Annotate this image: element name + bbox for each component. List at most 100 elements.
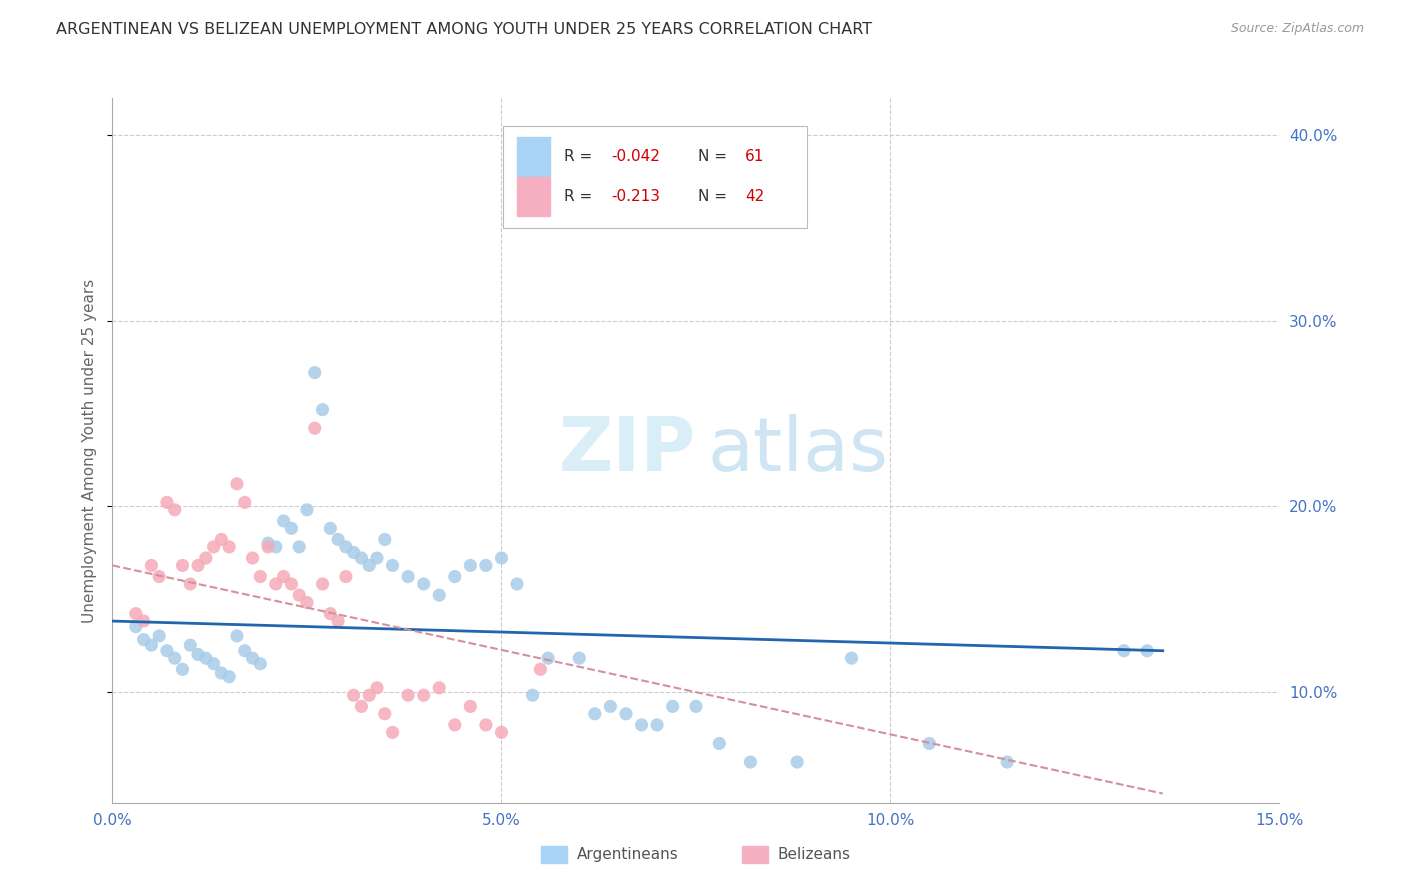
Text: -0.213: -0.213	[610, 189, 659, 204]
Point	[163, 651, 186, 665]
Point	[522, 688, 544, 702]
Point	[412, 577, 434, 591]
Point	[288, 588, 311, 602]
Point	[343, 688, 366, 702]
Point	[209, 533, 232, 547]
Point	[226, 629, 249, 643]
Point	[242, 551, 264, 566]
Point	[132, 632, 155, 647]
Point	[311, 577, 333, 591]
Point	[226, 476, 249, 491]
Point	[187, 558, 209, 573]
Point	[148, 629, 170, 643]
Text: R =: R =	[564, 189, 602, 204]
Point	[443, 718, 465, 732]
Point	[685, 699, 707, 714]
Text: Belizeans: Belizeans	[778, 847, 851, 862]
Point	[709, 736, 731, 750]
Text: N =: N =	[699, 189, 733, 204]
Point	[366, 681, 388, 695]
Point	[506, 577, 529, 591]
Point	[233, 495, 256, 509]
Point	[359, 688, 381, 702]
Point	[335, 540, 357, 554]
Point	[179, 577, 201, 591]
Point	[179, 638, 201, 652]
FancyBboxPatch shape	[517, 177, 550, 216]
Point	[491, 725, 513, 739]
Point	[288, 540, 311, 554]
Y-axis label: Unemployment Among Youth under 25 years: Unemployment Among Youth under 25 years	[82, 278, 97, 623]
Text: Source: ZipAtlas.com: Source: ZipAtlas.com	[1230, 22, 1364, 36]
Point	[163, 503, 186, 517]
Point	[295, 503, 318, 517]
Point	[295, 595, 318, 609]
Point	[132, 614, 155, 628]
Point	[264, 540, 287, 554]
FancyBboxPatch shape	[503, 127, 807, 228]
Point	[218, 670, 240, 684]
Point	[172, 558, 194, 573]
Point	[475, 718, 498, 732]
Point	[374, 533, 396, 547]
Point	[374, 706, 396, 721]
Point	[249, 657, 271, 671]
Point	[599, 699, 621, 714]
Point	[427, 681, 450, 695]
Point	[257, 536, 280, 550]
Text: 42: 42	[745, 189, 765, 204]
Text: -0.042: -0.042	[610, 149, 659, 164]
Point	[148, 569, 170, 583]
Point	[583, 706, 606, 721]
Point	[396, 569, 419, 583]
Point	[740, 755, 762, 769]
Point	[194, 551, 217, 566]
Text: R =: R =	[564, 149, 598, 164]
Point	[366, 551, 388, 566]
Point	[311, 402, 333, 417]
Point	[209, 665, 232, 680]
Point	[786, 755, 808, 769]
Point	[218, 540, 240, 554]
Point	[841, 651, 863, 665]
Point	[995, 755, 1018, 769]
Point	[125, 607, 148, 621]
Point	[280, 521, 302, 535]
Point	[918, 736, 941, 750]
Point	[614, 706, 637, 721]
Point	[273, 569, 295, 583]
Point	[630, 718, 652, 732]
Text: N =: N =	[699, 149, 733, 164]
Point	[304, 421, 326, 435]
Point	[249, 569, 271, 583]
Point	[172, 662, 194, 676]
Point	[319, 521, 342, 535]
Point	[460, 558, 482, 573]
Point	[475, 558, 498, 573]
Point	[537, 651, 560, 665]
FancyBboxPatch shape	[517, 136, 550, 176]
Point	[141, 638, 163, 652]
Text: ARGENTINEAN VS BELIZEAN UNEMPLOYMENT AMONG YOUTH UNDER 25 YEARS CORRELATION CHAR: ARGENTINEAN VS BELIZEAN UNEMPLOYMENT AMO…	[56, 22, 872, 37]
Point	[661, 699, 683, 714]
Point	[273, 514, 295, 528]
Point	[381, 725, 404, 739]
Point	[443, 569, 465, 583]
Point	[141, 558, 163, 573]
Point	[264, 577, 287, 591]
Text: ZIP: ZIP	[558, 414, 696, 487]
Point	[1136, 644, 1159, 658]
Point	[529, 662, 551, 676]
Text: atlas: atlas	[707, 414, 889, 487]
Point	[194, 651, 217, 665]
Point	[350, 551, 373, 566]
Point	[156, 495, 179, 509]
Point	[233, 644, 256, 658]
Point	[187, 648, 209, 662]
Point	[156, 644, 179, 658]
Point	[335, 569, 357, 583]
Point	[202, 657, 225, 671]
Point	[359, 558, 381, 573]
Point	[319, 607, 342, 621]
Point	[257, 540, 280, 554]
